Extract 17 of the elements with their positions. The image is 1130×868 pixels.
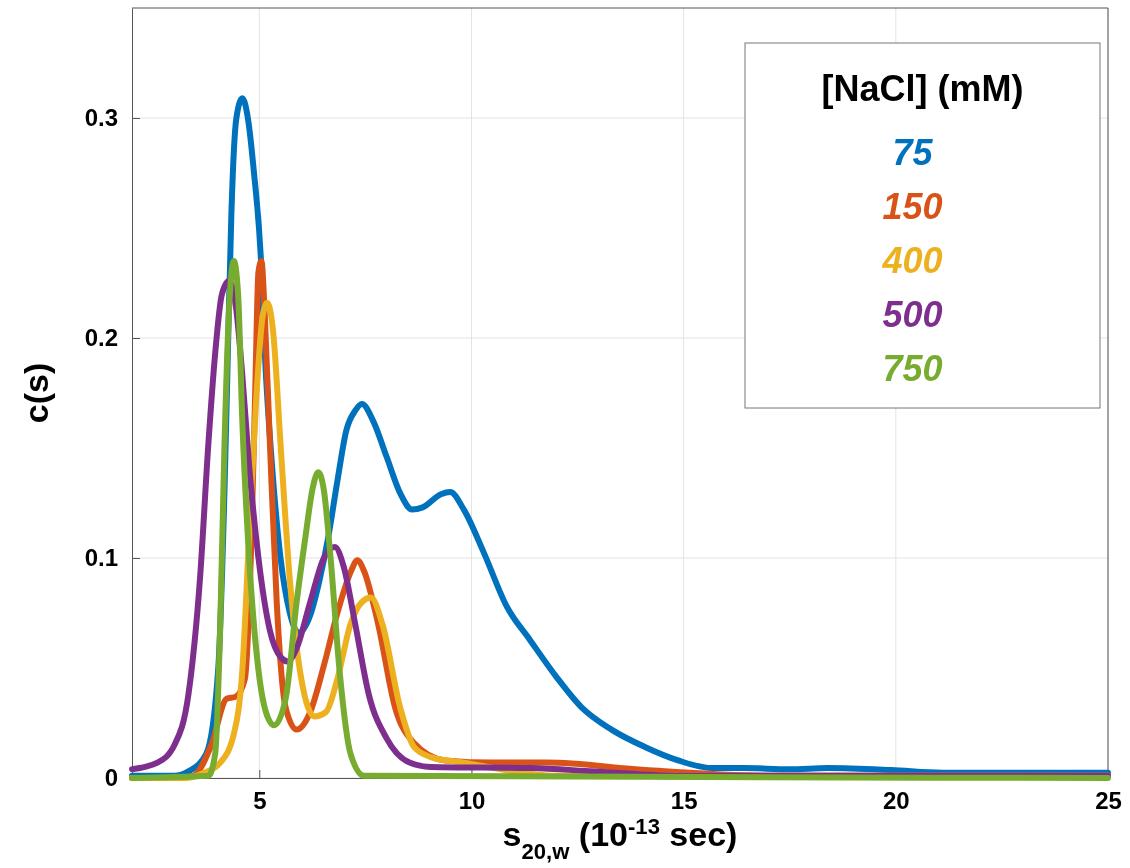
x-tick-label: 5 (253, 787, 267, 815)
text: 500 (882, 294, 943, 335)
text: 400 (881, 240, 943, 281)
x-tick-label: 15 (670, 787, 698, 815)
text: 750 (882, 348, 943, 389)
y-tick-label: 0.1 (84, 544, 118, 572)
x-tick-label: 10 (458, 787, 486, 815)
x-axis-title: s$_{20,w}$ (10$^{-13}$ sec) (502, 813, 738, 864)
y-axis-title: c(s) (17, 362, 55, 424)
x-tick-label: 25 (1095, 787, 1122, 815)
legend-title: [NaCl] (mM) (821, 68, 1024, 109)
y-tick-label: 0.3 (84, 104, 118, 132)
x-tick-label: 20 (882, 787, 910, 815)
text: 75 (892, 132, 934, 173)
y-tick-label: 0.2 (84, 324, 118, 352)
y-tick-label: 0 (104, 764, 118, 792)
text: 150 (882, 186, 943, 227)
